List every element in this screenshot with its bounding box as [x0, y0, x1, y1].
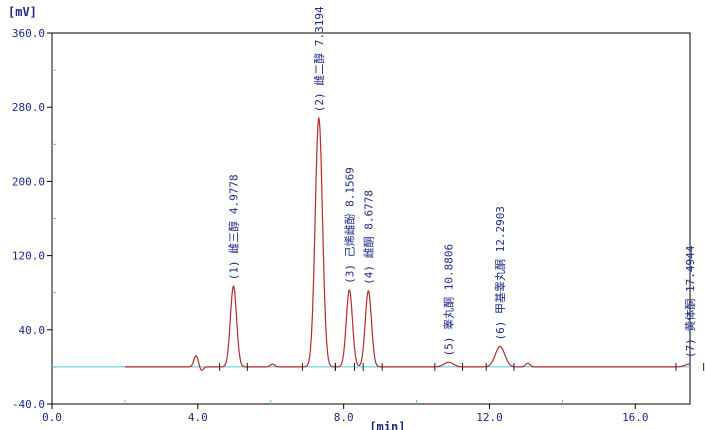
chromatogram-trace	[124, 116, 690, 371]
axis-ticks	[47, 32, 636, 409]
x-tick-label: 16.0	[622, 411, 649, 424]
x-tick-label: 4.0	[188, 411, 208, 424]
y-tick-label: 360.0	[12, 27, 45, 40]
y-tick-label: -40.0	[12, 398, 45, 411]
x-tick-label: 12.0	[476, 411, 503, 424]
peak-label: (2) 雌二醇 7.3194	[312, 6, 326, 112]
peak-label: (5) 睾丸酮 10.8806	[442, 244, 456, 356]
x-axis-unit: [min]	[369, 420, 405, 430]
peak-label: (1) 雌三醇 4.9778	[227, 174, 241, 280]
peak-labels: (1) 雌三醇 4.9778 (2) 雌二醇 7.3194 (3) 己烯雌酚 8.1…	[227, 6, 697, 358]
y-tick-label: 200.0	[12, 175, 45, 188]
y-tick-label: 280.0	[12, 101, 45, 114]
peak-label: (6) 甲基睾丸酮 12.2903	[493, 206, 507, 340]
x-tick-label: 8.0	[334, 411, 354, 424]
signal-trace	[124, 116, 690, 371]
y-axis-unit: [mV]	[8, 5, 37, 19]
peak-label: (4) 雌酮 8.6778	[361, 190, 375, 285]
y-tick-label: 120.0	[12, 250, 45, 263]
y-tick-label: 40.0	[19, 324, 46, 337]
x-tick-label: 0.0	[42, 411, 62, 424]
peak-label: (3) 己烯雌酚 8.1569	[342, 167, 356, 284]
peak-integration-markers	[219, 362, 705, 371]
y-tick-labels: -40.0 40.0 120.0 200.0 280.0 360.0	[12, 27, 45, 411]
x-tick-labels: 0.0 4.0 8.0 12.0 16.0	[42, 411, 649, 424]
peak-label: (7) 黄体酮 17.4944	[683, 245, 697, 358]
